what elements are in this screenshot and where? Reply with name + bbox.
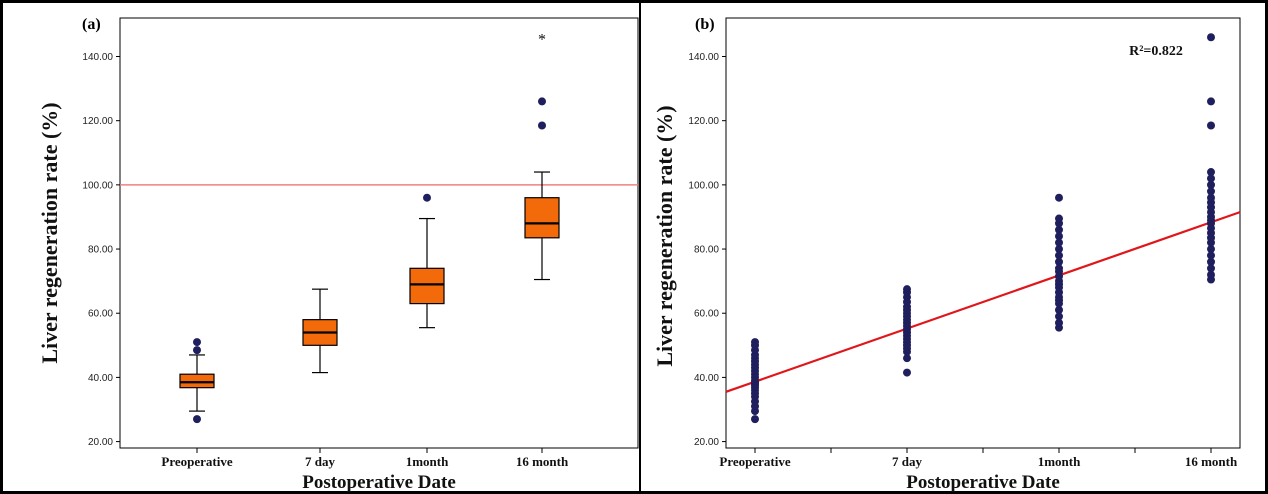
data-point (1207, 193, 1215, 202)
data-point (1207, 97, 1215, 106)
data-point (1207, 121, 1215, 130)
data-point (1055, 245, 1063, 254)
x-tick-label: Preoperative (719, 454, 790, 469)
panel-a-boxes: * (179, 31, 560, 424)
x-tick-label: Preoperative (161, 454, 232, 469)
box-4: * (524, 31, 560, 281)
data-point (1207, 270, 1215, 279)
data-point (1207, 33, 1215, 42)
data-point (1055, 264, 1063, 273)
data-point (903, 368, 911, 377)
y-tick-label: 20.00 (694, 437, 719, 448)
data-point (1055, 193, 1063, 202)
y-tick-label: 60.00 (694, 309, 719, 320)
outlier-point (193, 346, 201, 355)
x-tick-label: 16 month (1185, 454, 1238, 469)
panel-b-r-squared-annotation: R²=0.822 (1129, 44, 1183, 59)
panel-b-x-minor-ticks (830, 448, 1136, 453)
box-body (524, 197, 560, 239)
x-tick-label: 7 day (305, 454, 335, 469)
data-point (751, 338, 759, 347)
panel-b-y-ticks: 20.00 40.00 60.00 80.00 100.00 120.00 140.00 (688, 52, 726, 448)
y-tick-label: 60.00 (88, 309, 113, 320)
x-tick-label: 1month (1038, 454, 1081, 469)
point-group-1 (751, 338, 759, 424)
box-1 (179, 338, 215, 424)
panel-a-x-ticks: Preoperative 7 day 1month 16 month (161, 448, 569, 469)
y-tick-label: 40.00 (694, 373, 719, 384)
y-tick-label: 80.00 (88, 245, 113, 256)
x-tick-label: 1month (406, 454, 449, 469)
y-tick-label: 140.00 (82, 52, 113, 63)
data-point (1207, 168, 1215, 177)
panel-b-points (751, 33, 1215, 424)
panel-a-label: (a) (82, 16, 101, 33)
extreme-marker: * (538, 31, 546, 48)
data-point (1055, 306, 1063, 315)
data-point (1207, 251, 1215, 260)
y-tick-label: 20.00 (88, 437, 113, 448)
panel-b-x-ticks: Preoperative 7 day 1month 16 month (719, 448, 1238, 469)
y-tick-label: 80.00 (694, 245, 719, 256)
data-point (903, 354, 911, 363)
panel-b-y-axis-title: Liver regeneration rate (%) (652, 105, 677, 366)
x-tick-label: 7 day (892, 454, 922, 469)
data-point (751, 415, 759, 424)
panel-a: (a) 20.00 40.00 60.00 80.00 100.00 120.00 140.… (37, 16, 639, 493)
data-point (1207, 245, 1215, 254)
data-point (1207, 174, 1215, 183)
y-tick-label: 120.00 (688, 116, 719, 127)
data-point (1207, 180, 1215, 189)
panel-a-plot-area (119, 17, 639, 449)
panel-b-label: (b) (695, 16, 715, 33)
data-point (1055, 238, 1063, 247)
data-point (1055, 318, 1063, 327)
point-group-2 (903, 285, 911, 377)
panel-a-y-ticks: 20.00 40.00 60.00 80.00 100.00 120.00 140.00 (82, 52, 120, 448)
y-tick-label: 140.00 (688, 52, 719, 63)
outlier-point (538, 121, 546, 130)
data-point (1055, 312, 1063, 321)
panel-b-fit-line-group (725, 211, 1241, 393)
panel-b-plot-area (725, 17, 1241, 449)
outlier-point (538, 97, 546, 106)
point-group-4 (1207, 33, 1215, 284)
data-point (1055, 225, 1063, 234)
data-point (1207, 264, 1215, 273)
y-tick-label: 120.00 (82, 116, 113, 127)
y-tick-label: 100.00 (688, 180, 719, 191)
box-3 (409, 193, 445, 329)
box-body (409, 267, 445, 305)
data-point (1055, 232, 1063, 241)
data-point (1207, 257, 1215, 266)
panel-a-x-axis-title: Postoperative Date (302, 472, 456, 493)
panel-a-y-axis-title: Liver regeneration rate (%) (37, 102, 62, 363)
fit-line (725, 211, 1241, 393)
x-tick-label: 16 month (516, 454, 569, 469)
outlier-point (423, 193, 431, 202)
data-point (1055, 257, 1063, 266)
data-point (1207, 187, 1215, 196)
box-body (179, 373, 215, 389)
data-point (1055, 251, 1063, 260)
y-tick-label: 100.00 (82, 180, 113, 191)
outlier-point (193, 415, 201, 424)
outlier-point (193, 338, 201, 347)
data-point (903, 285, 911, 294)
panel-b: (b) 20.00 40.00 60.00 80.00 100.00 120.00 140.… (652, 16, 1241, 493)
point-group-3 (1055, 193, 1063, 332)
panel-b-x-axis-title: Postoperative Date (906, 472, 1060, 493)
box-2 (302, 288, 338, 374)
y-tick-label: 40.00 (88, 373, 113, 384)
data-point (1055, 214, 1063, 223)
